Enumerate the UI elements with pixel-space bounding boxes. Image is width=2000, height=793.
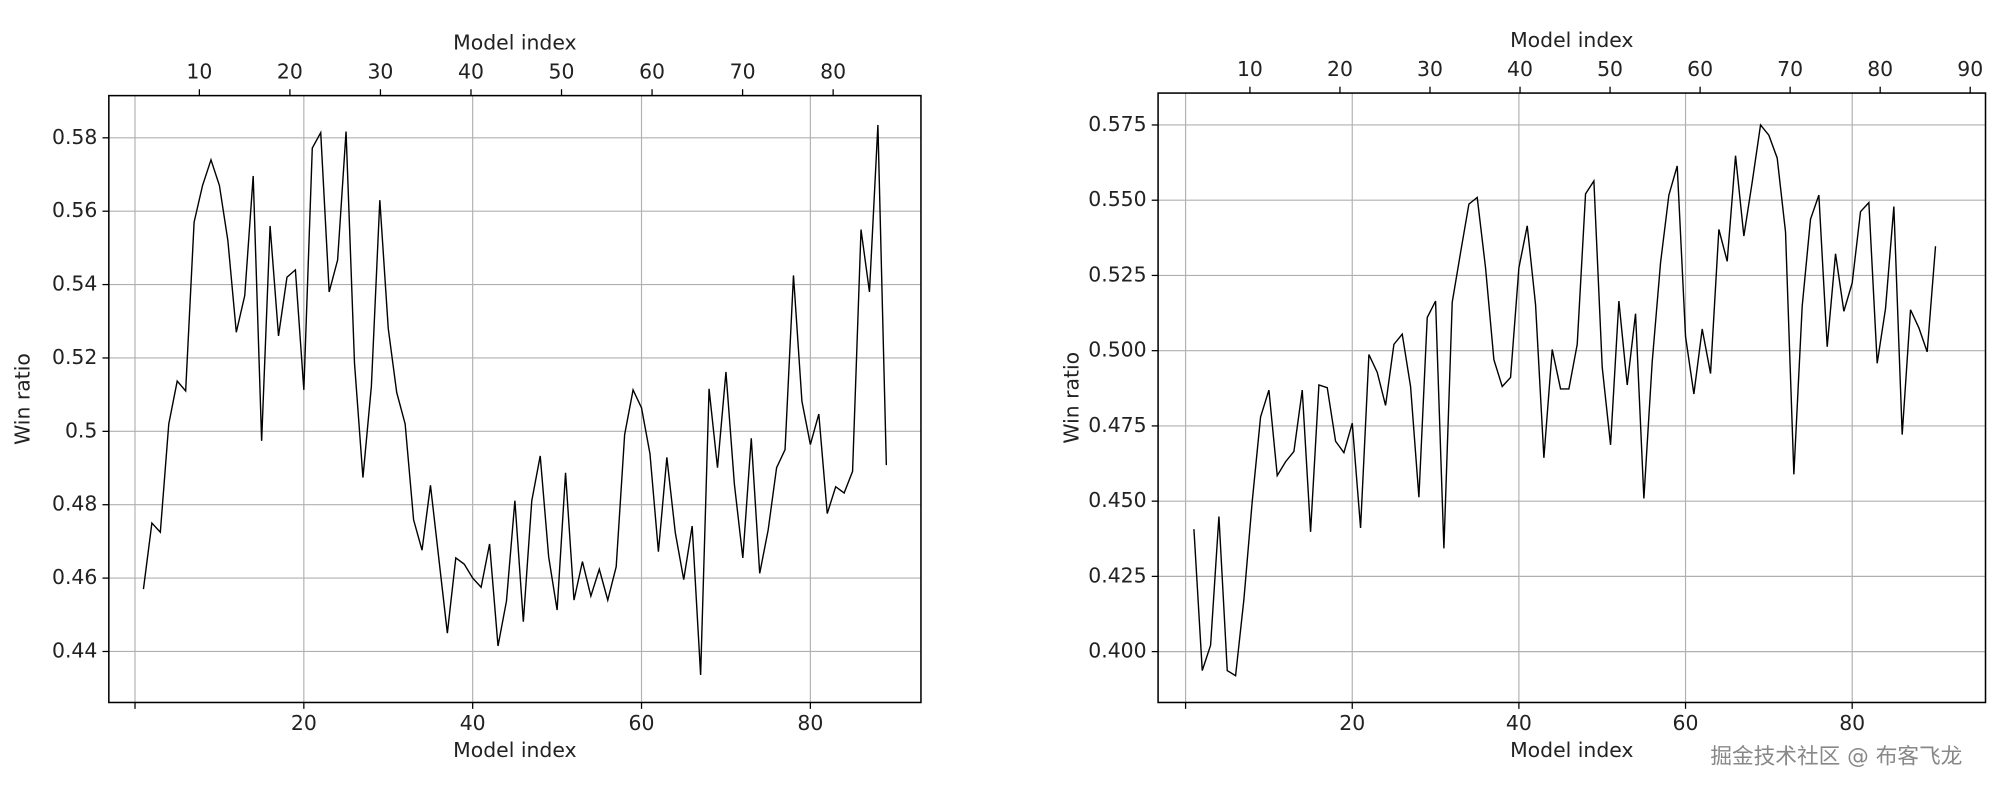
y-tick-label: 0.525 (1088, 262, 1146, 286)
x2-tick-label: 70 (1777, 57, 1803, 81)
x2-axis-label: Model index (453, 30, 576, 54)
data-line (1193, 123, 1937, 677)
y-tick-label: 0.425 (1088, 563, 1146, 587)
plot-frame (1157, 92, 1987, 704)
x2-tick-label: 10 (186, 60, 212, 84)
y-tick-label: 0.52 (52, 345, 97, 369)
x2-tick-label: 50 (1597, 57, 1623, 81)
y-axis-label: Win ratio (1060, 352, 1084, 444)
x2-tick-label: 10 (1237, 57, 1263, 81)
x2-tick-label: 30 (367, 60, 393, 84)
y-tick-label: 0.400 (1088, 639, 1146, 663)
x2-tick-label: 20 (277, 60, 303, 84)
x-tick-label: 80 (797, 711, 823, 735)
y-tick-label: 0.54 (52, 272, 97, 296)
x-axis-label: Model index (453, 738, 576, 762)
y-tick-label: 0.56 (52, 198, 97, 222)
y-tick-label: 0.5 (65, 418, 97, 442)
x2-tick-label: 40 (458, 60, 484, 84)
x-tick-label: 20 (291, 711, 317, 735)
x-tick-label: 40 (460, 711, 486, 735)
x2-tick-label: 80 (1867, 57, 1893, 81)
data-line (142, 124, 888, 676)
y-axis-label: Win ratio (10, 353, 34, 445)
x-tick-label: 40 (1506, 711, 1532, 735)
y-tick-label: 0.550 (1088, 187, 1146, 211)
y-tick-label: 0.58 (52, 125, 97, 149)
x2-tick-label: 60 (639, 60, 665, 84)
x-tick-label: 60 (1673, 711, 1699, 735)
x2-tick-label: 20 (1327, 57, 1353, 81)
y-tick-label: 0.44 (52, 638, 97, 662)
x-tick-label: 60 (629, 711, 655, 735)
x2-tick-label: 40 (1507, 57, 1533, 81)
x2-tick-label: 30 (1417, 57, 1443, 81)
x2-tick-label: 60 (1687, 57, 1713, 81)
watermark: 掘金技术社区 @ 布客飞龙 (1710, 744, 1962, 769)
x2-tick-label: 70 (730, 60, 756, 84)
y-tick-label: 0.475 (1088, 413, 1146, 437)
y-tick-label: 0.48 (52, 492, 97, 516)
x2-tick-label: 80 (820, 60, 846, 84)
y-tick-label: 0.450 (1088, 488, 1146, 512)
y-tick-label: 0.500 (1088, 338, 1146, 362)
x2-tick-label: 50 (549, 60, 575, 84)
x2-axis-label: Model index (1510, 28, 1633, 52)
x-axis-label: Model index (1510, 738, 1633, 762)
plot-frame (108, 94, 922, 704)
x-tick-label: 80 (1839, 711, 1865, 735)
x2-tick-label: 90 (1957, 57, 1983, 81)
y-tick-label: 0.575 (1088, 112, 1146, 136)
y-tick-label: 0.46 (52, 565, 97, 589)
x-tick-label: 20 (1339, 711, 1365, 735)
